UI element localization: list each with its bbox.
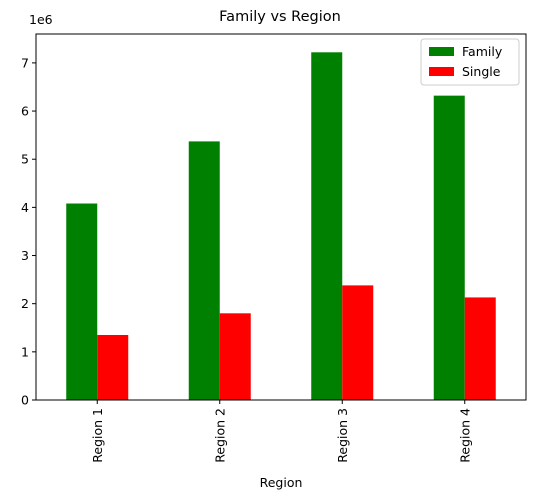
legend-swatch-single	[429, 67, 454, 76]
y-axis-multiplier: 1e6	[29, 12, 53, 27]
x-tick-label: Region 4	[457, 408, 472, 463]
x-tick-label: Region 2	[212, 408, 227, 463]
bar-family-1	[66, 203, 98, 400]
bars-group	[66, 52, 496, 401]
y-tick-label: 3	[21, 248, 29, 263]
y-tick-label: 5	[21, 152, 29, 167]
y-tick-label: 0	[21, 393, 29, 408]
chart-title: Family vs Region	[219, 9, 341, 25]
y-tick-label: 1	[21, 344, 29, 359]
x-tick-label: Region 3	[335, 408, 350, 463]
legend-label-family: Family	[462, 44, 503, 59]
legend: Family Single	[420, 38, 520, 86]
y-axis-ticks: 0 1 2 3 4 5 6 7	[21, 55, 36, 408]
y-tick-label: 7	[21, 55, 29, 70]
legend-label-single: Single	[462, 64, 501, 79]
y-tick-label: 6	[21, 104, 29, 119]
bar-family-3	[311, 52, 343, 401]
bar-single-1	[97, 334, 129, 400]
x-axis-label: Region	[260, 475, 303, 490]
bar-family-2	[188, 141, 220, 401]
bar-single-4	[464, 297, 496, 400]
bar-single-3	[342, 285, 374, 400]
legend-swatch-family	[429, 47, 454, 56]
y-tick-label: 4	[21, 200, 29, 215]
bar-family-4	[433, 95, 465, 401]
x-axis-ticks: Region 1 Region 2 Region 3 Region 4	[90, 400, 472, 463]
plot-area-frame	[35, 33, 527, 401]
bar-single-2	[219, 313, 251, 400]
x-tick-label: Region 1	[90, 408, 105, 463]
y-tick-label: 2	[21, 296, 29, 311]
